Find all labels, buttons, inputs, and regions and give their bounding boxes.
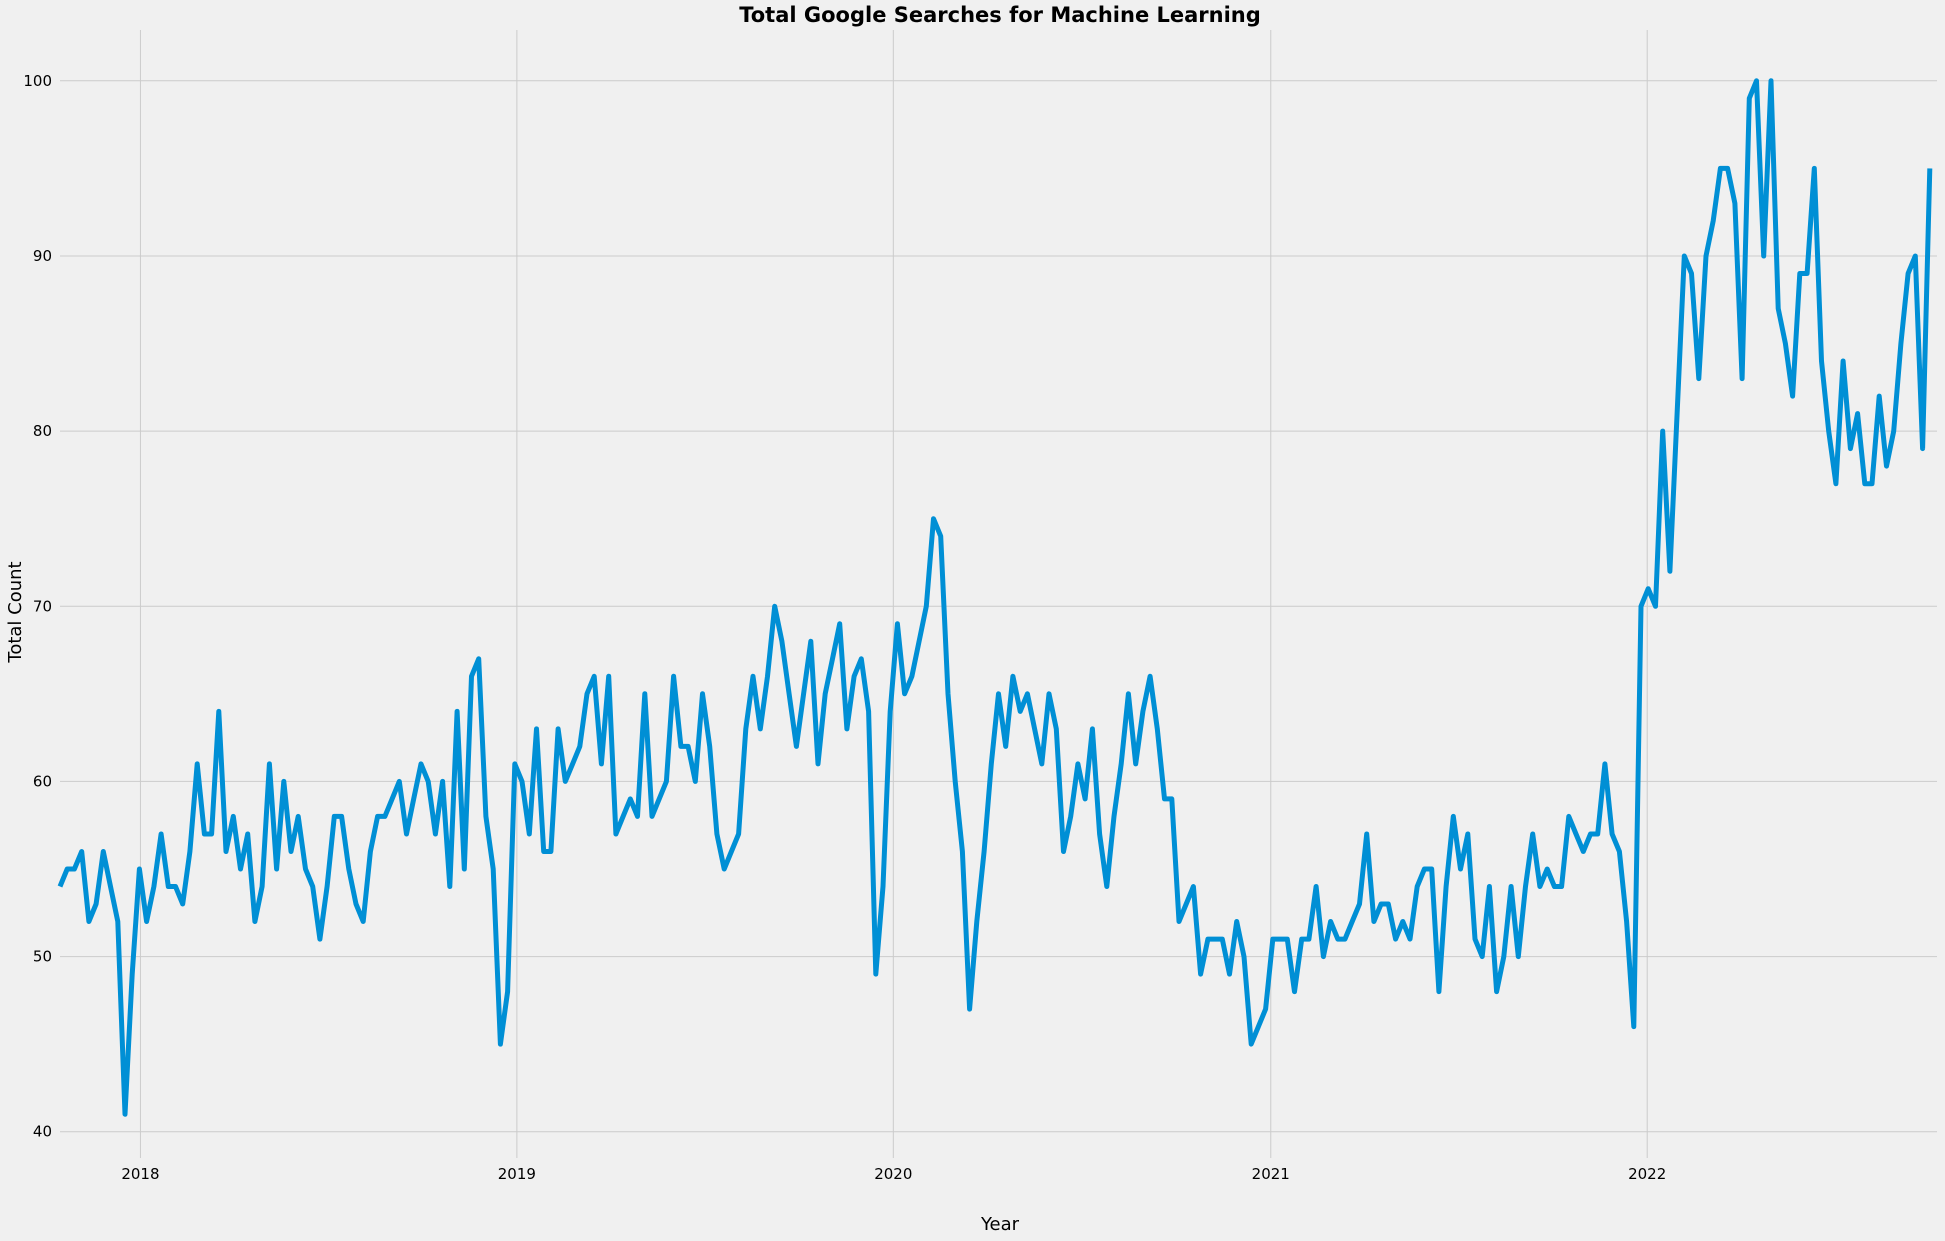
y-tick-label: 60 bbox=[33, 772, 52, 790]
x-tick-label: 2019 bbox=[498, 1165, 536, 1183]
x-tick-label: 2018 bbox=[121, 1165, 159, 1183]
chart-title: Total Google Searches for Machine Learni… bbox=[739, 3, 1261, 27]
y-tick-label: 90 bbox=[33, 247, 52, 265]
x-axis-label: Year bbox=[980, 1214, 1020, 1235]
y-tick-label: 80 bbox=[33, 422, 52, 440]
grid-lines bbox=[60, 30, 1937, 1158]
x-tick-label: 2021 bbox=[1252, 1165, 1290, 1183]
y-axis-ticks: 40 50 60 70 80 90 100 bbox=[23, 72, 52, 1141]
y-tick-label: 50 bbox=[33, 948, 52, 966]
y-tick-label: 100 bbox=[23, 72, 52, 90]
y-axis-label: Total Count bbox=[5, 561, 26, 663]
y-tick-label: 70 bbox=[33, 597, 52, 615]
x-tick-label: 2020 bbox=[874, 1165, 912, 1183]
plot-area bbox=[57, 78, 1933, 1117]
x-axis-ticks: 2018 2019 2020 2021 2022 bbox=[121, 1165, 1666, 1183]
x-tick-label: 2022 bbox=[1628, 1165, 1666, 1183]
series-line bbox=[57, 78, 1933, 1117]
y-tick-label: 40 bbox=[33, 1123, 52, 1141]
